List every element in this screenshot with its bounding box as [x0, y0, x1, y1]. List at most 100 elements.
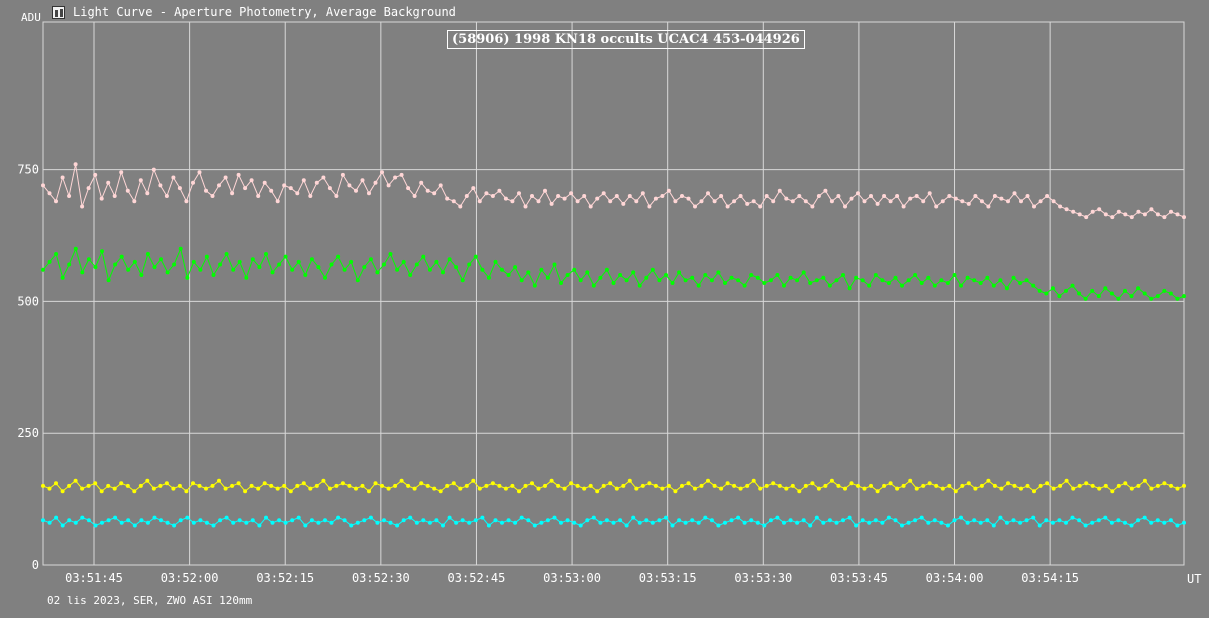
series-1-point [1018, 281, 1023, 285]
series-1-point [959, 283, 963, 288]
series-0-point [1058, 204, 1063, 209]
series-3-point [900, 523, 904, 528]
series-3-point [631, 515, 636, 520]
series-3-point [965, 520, 970, 525]
series-3-point [1168, 518, 1173, 523]
series-1-point [834, 278, 839, 283]
series-0-point [236, 172, 241, 177]
series-0-point [1182, 215, 1186, 220]
series-0-point [406, 186, 411, 191]
series-2-point [823, 483, 828, 488]
series-2-point [510, 483, 515, 488]
series-0-point [601, 191, 606, 196]
series-3-point [375, 520, 380, 525]
series-1-point [650, 267, 655, 272]
series-1-point [60, 275, 65, 280]
series-0-point [295, 191, 300, 196]
series-0-point [158, 183, 163, 188]
series-1-point [782, 283, 786, 288]
series-0-point [510, 199, 515, 204]
series-1-point [821, 275, 826, 280]
series-0-point [536, 199, 541, 204]
series-1-point [1129, 294, 1134, 299]
series-3-point [532, 523, 537, 528]
series-2-point [1169, 483, 1173, 488]
series-1-point [1168, 291, 1173, 296]
series-1-point [113, 262, 118, 267]
series-3-point [801, 518, 806, 523]
series-0-point [99, 196, 104, 201]
series-2-point [60, 489, 65, 494]
series-3-point [1096, 518, 1101, 523]
series-2-point [562, 486, 567, 491]
series-3-point [690, 518, 695, 523]
series-0-point [288, 186, 293, 191]
series-0-point [256, 194, 261, 198]
series-3-point [106, 518, 111, 523]
series-0-point [471, 186, 476, 191]
series-1-point [854, 275, 859, 280]
series-3-point [749, 518, 754, 523]
series-2-point [197, 483, 202, 488]
series-1-point [972, 278, 977, 283]
series-3-point [1123, 520, 1127, 525]
series-3-point [283, 520, 288, 525]
series-1-point [860, 278, 865, 283]
series-3-point [467, 520, 472, 525]
series-1-point [998, 278, 1003, 283]
series-3-point [683, 520, 688, 525]
series-2-point [1162, 481, 1167, 486]
app-icon[interactable] [52, 5, 65, 19]
series-2-point [1012, 483, 1017, 488]
series-2-point [327, 486, 332, 491]
x-tick-label: 03:52:00 [161, 571, 219, 585]
series-3-point [152, 515, 157, 520]
series-3-point [250, 518, 255, 523]
series-2-point [1136, 483, 1141, 488]
series-1-point [159, 257, 163, 262]
series-1-point [867, 283, 872, 288]
series-3-point [178, 518, 183, 523]
series-0-point [360, 178, 365, 183]
series-2-point [1129, 486, 1134, 491]
series-1-point [926, 275, 931, 280]
series-1-point [880, 278, 885, 283]
series-1-point [329, 262, 334, 267]
series-1-point [952, 273, 957, 277]
series-2-point [295, 483, 300, 488]
series-1-point [224, 252, 229, 256]
x-tick-label: 03:53:00 [543, 571, 601, 585]
x-tick-label: 03:52:45 [448, 571, 506, 585]
series-1-point [506, 273, 511, 277]
series-3-point [585, 518, 590, 523]
series-2-point [432, 486, 437, 491]
series-3-point [814, 515, 819, 520]
series-3-point [290, 518, 295, 523]
series-3-point [591, 515, 596, 520]
series-1-point [991, 283, 996, 288]
series-2-point [719, 486, 724, 491]
series-2-point [484, 483, 489, 488]
series-1-point [559, 281, 563, 285]
series-3-point [41, 518, 45, 523]
series-2-point [438, 489, 443, 494]
series-1-point [1155, 294, 1160, 299]
series-1-point [913, 273, 918, 277]
x-axis-label: UT [1187, 572, 1202, 586]
series-2-point [992, 483, 997, 488]
series-1-point [1096, 294, 1101, 299]
series-2-point [347, 483, 352, 488]
series-3-point [126, 518, 131, 523]
series-1-point [631, 270, 636, 275]
series-3-point [1142, 515, 1147, 520]
series-2-point [758, 486, 763, 491]
series-3-point [618, 518, 623, 523]
series-0-point [653, 196, 658, 201]
series-1-point [408, 273, 413, 277]
series-3-point [60, 523, 65, 528]
series-1-point [395, 267, 400, 272]
series-0-point [425, 188, 430, 193]
series-3-point [670, 523, 675, 528]
series-0-point [575, 199, 580, 204]
series-0-point [1175, 212, 1180, 217]
